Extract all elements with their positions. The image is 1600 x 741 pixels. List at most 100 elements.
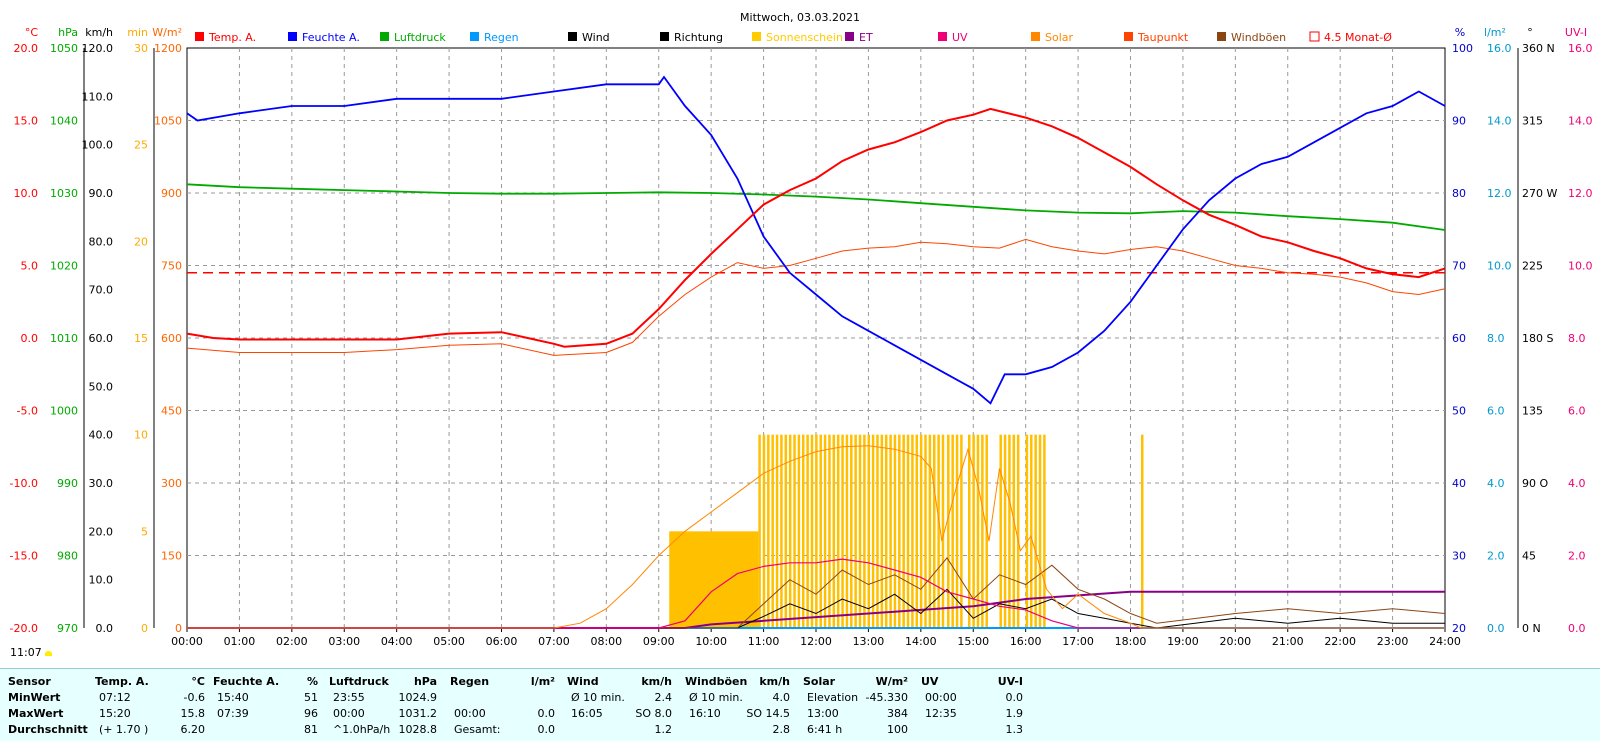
sunshine-bars (669, 434, 1144, 628)
sunshine-bar (797, 434, 801, 628)
x-tick-label: 14:00 (905, 635, 937, 648)
summary-header-unit: l/m² (530, 675, 555, 688)
summary-avg-note: ^1.0hPa/h (333, 723, 391, 736)
sunshine-bar (932, 434, 936, 628)
axis-tick-label: 2.0 (1487, 550, 1505, 563)
summary-min-note: Elevation (807, 691, 859, 704)
summary-header-title: Temp. A. (95, 675, 149, 688)
axis-tick-label: 6.0 (1568, 405, 1586, 418)
legend-swatch (1309, 31, 1320, 42)
axis-tick-label: -15.0 (10, 550, 38, 563)
sunshine-bar (880, 434, 884, 628)
sunshine-bar (819, 434, 822, 628)
legend-swatch (845, 32, 854, 41)
summary-avg-value: 1028.8 (398, 723, 438, 736)
summary-header-unit: km/h (759, 675, 790, 688)
x-tick-label: 13:00 (853, 635, 885, 648)
sunshine-bar (784, 434, 788, 628)
sunshine-bar (1016, 434, 1020, 628)
sunshine-bar (867, 434, 870, 628)
axis-tick-label: 0.0 (21, 332, 39, 345)
sunshine-bar (968, 434, 971, 628)
summary-min-value: 51 (304, 691, 318, 704)
summary-min-value: 1024.9 (398, 691, 438, 704)
summary-header-title: Wind (567, 675, 599, 688)
summary-table: Sensor MinWert MaxWert Durchschnitt Temp. A.… (0, 668, 1600, 741)
summary-avg-note: 6:41 h (807, 723, 843, 736)
axis-tick-label: 0 (141, 622, 148, 635)
left-axes: 20.015.010.05.00.0-5.0-10.0-15.0-20.0105… (10, 42, 182, 635)
summary-min-time: 00:00 (925, 691, 957, 704)
axis-unit: hPa (58, 26, 78, 39)
summary-avg-note: (+ 1.70 ) (99, 723, 149, 736)
sunshine-bar (981, 434, 984, 628)
summary-min-value: 0.0 (1005, 691, 1024, 704)
legend-swatch (1031, 32, 1040, 41)
axis-tick-label: 5.0 (21, 260, 39, 273)
sunshine-bar (793, 434, 796, 628)
summary-min-note: Ø 10 min. (571, 691, 625, 704)
sunshine-bar (771, 434, 774, 628)
summary-avg-value: 1.3 (1005, 723, 1024, 736)
axis-tick-label: 0.0 (96, 622, 114, 635)
axis-tick-label: 5 (141, 525, 148, 538)
series-windb-en (187, 557, 1446, 629)
axis-tick-label: 1010 (50, 332, 78, 345)
summary-max-value: 0.0 (537, 707, 556, 720)
sunshine-bar (871, 434, 875, 628)
sunshine-bar (1038, 434, 1042, 628)
axis-tick-label: 100 (1452, 42, 1473, 55)
axis-tick-label: 120.0 (82, 42, 114, 55)
legend-swatch (288, 32, 297, 41)
summary-avg-value: 6.20 (180, 723, 206, 736)
sunshine-bar (960, 434, 963, 628)
sunshine-bar (976, 434, 980, 628)
sunshine-bar (911, 434, 914, 628)
sun-icon (44, 650, 52, 656)
axis-tick-label: 225 (1522, 260, 1543, 273)
legend-label: ET (859, 31, 873, 44)
axis-tick-label: 750 (161, 260, 182, 273)
sunshine-bar (1140, 434, 1144, 628)
axis-tick-label: 20.0 (14, 42, 39, 55)
axis-tick-label: 10.0 (89, 574, 114, 587)
legend-swatch (660, 32, 669, 41)
axis-tick-label: 12.0 (1568, 187, 1593, 200)
legend-swatch (1124, 32, 1133, 41)
axis-tick-label: 1000 (50, 405, 78, 418)
axis-tick-label: 80.0 (89, 235, 114, 248)
legend-swatch (1217, 32, 1226, 41)
sunshine-bar (858, 434, 862, 628)
sunshine-bar (828, 434, 831, 628)
sunshine-bar (898, 434, 901, 628)
legend-label: Taupunkt (1137, 31, 1189, 44)
axis-tick-label: 135 (1522, 405, 1543, 418)
summary-row-label: MaxWert (8, 707, 64, 720)
axis-tick-label: 20 (1452, 622, 1466, 635)
series-uv (187, 558, 1445, 629)
summary-header-unit: °C (191, 675, 205, 688)
sunshine-bar (775, 434, 779, 628)
x-tick-label: 00:00 (171, 635, 203, 648)
x-tick-label: 23:00 (1377, 635, 1409, 648)
axis-tick-label: 90 (1452, 115, 1466, 128)
summary-header-unit: hPa (413, 675, 437, 688)
axis-tick-label: 14.0 (1487, 115, 1512, 128)
x-tick-label: 02:00 (276, 635, 308, 648)
series-lines (186, 75, 1446, 629)
sunshine-bar (1012, 434, 1016, 628)
sunshine-bar (955, 434, 959, 628)
summary-header-title: UV (921, 675, 939, 688)
axis-tick-label: 0 (175, 622, 182, 635)
summary-max-time: 13:00 (807, 707, 839, 720)
sunshine-bar (941, 434, 945, 628)
x-tick-label: 21:00 (1272, 635, 1304, 648)
x-tick-label: 19:00 (1167, 635, 1199, 648)
axis-tick-label: 14.0 (1568, 115, 1593, 128)
axis-tick-label: 4.0 (1568, 477, 1586, 490)
axis-tick-label: 270 W (1522, 187, 1557, 200)
x-tick-label: 10:00 (695, 635, 727, 648)
x-tick-label: 03:00 (328, 635, 360, 648)
sunshine-bar (884, 434, 888, 628)
sunshine-bar (758, 434, 761, 628)
